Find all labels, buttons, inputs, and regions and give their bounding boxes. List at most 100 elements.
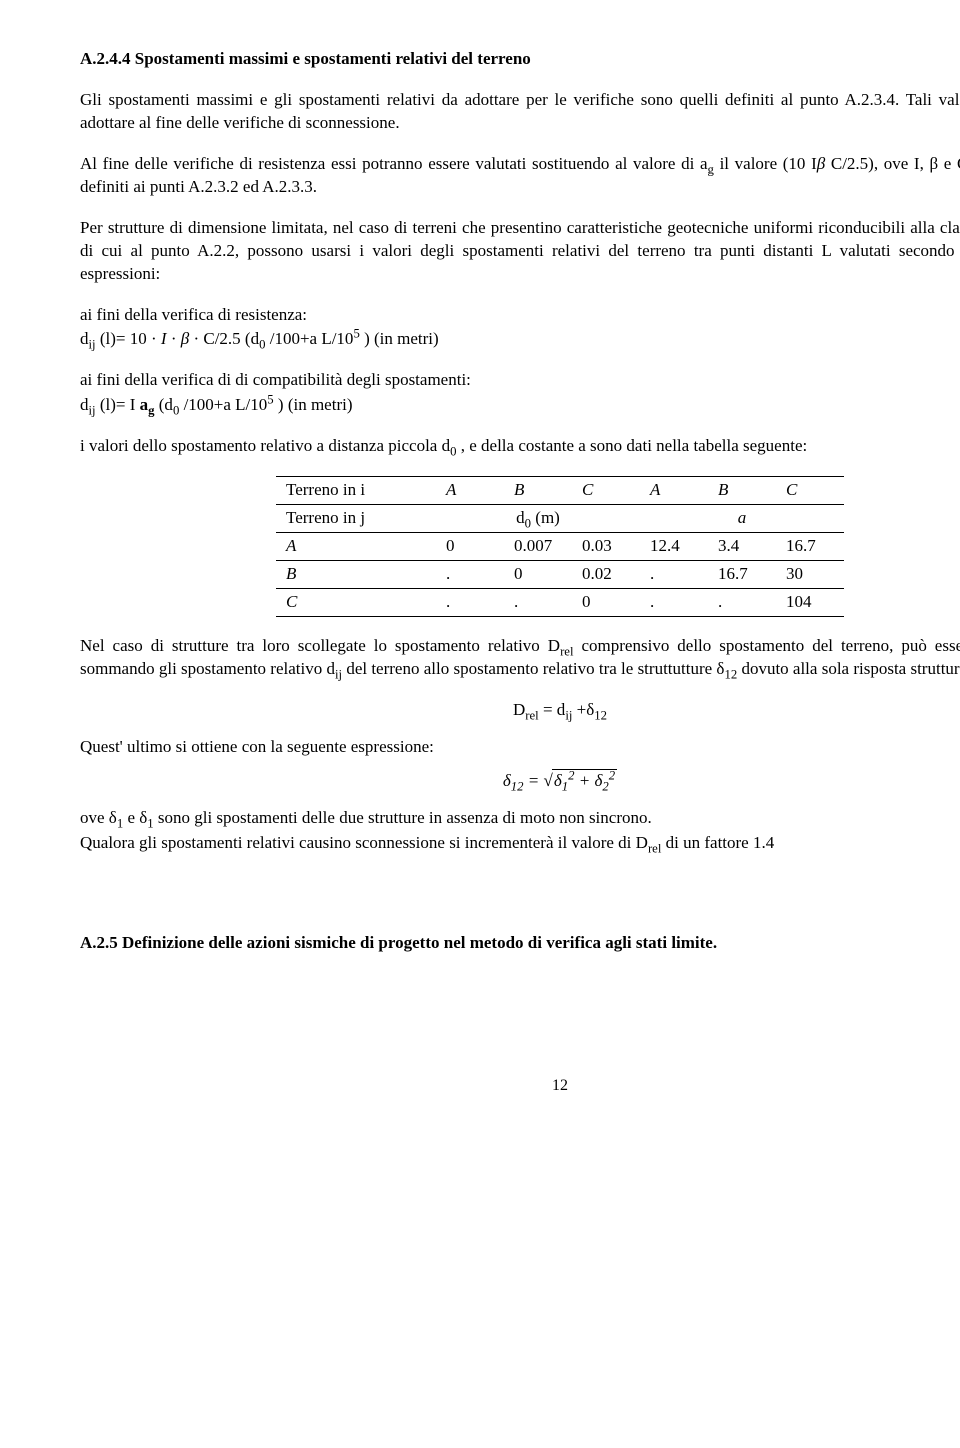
- text: /100+a L/10: [184, 395, 268, 414]
- table-cell: Terreno in j: [276, 505, 436, 533]
- subscript: ij: [89, 338, 96, 352]
- table-header: B: [504, 477, 572, 505]
- beta-symbol: β: [817, 154, 825, 173]
- text: di un fattore 1.4: [666, 833, 775, 852]
- subscript: 12: [724, 667, 737, 681]
- text: · C/2.5 (d: [193, 329, 259, 348]
- text: (m): [531, 508, 560, 527]
- text: Al fine delle verifiche di resistenza es…: [80, 154, 708, 173]
- table-cell: C: [276, 588, 436, 616]
- text: /100+a L/10: [270, 329, 354, 348]
- text: d: [516, 508, 525, 527]
- text: ) (in metri): [364, 329, 439, 348]
- text: Nel caso di strutture tra loro scollegat…: [80, 636, 560, 655]
- equation-drel: Drel = dij +δ12: [80, 699, 960, 722]
- table-cell: .: [504, 588, 572, 616]
- subscript: rel: [525, 708, 538, 722]
- paragraph: i valori dello spostamento relativo a di…: [80, 435, 960, 458]
- text: dovuto alla sola risposta strutturale.: [741, 659, 960, 678]
- subscript: 12: [511, 779, 524, 793]
- table-header-row-2: Terreno in j d0 (m) a: [276, 505, 844, 533]
- paragraph: ove δ1 e δ1 sono gli spostamenti delle d…: [80, 807, 960, 830]
- paragraph: Per strutture di dimensione limitata, ne…: [80, 217, 960, 286]
- text: (d: [159, 395, 173, 414]
- text: il valore (10 I: [720, 154, 817, 173]
- spacer: [80, 872, 960, 932]
- subscript: 1: [147, 816, 153, 830]
- table-cell: a: [640, 505, 844, 533]
- subscript: 1: [117, 816, 123, 830]
- beta-symbol: β: [181, 329, 189, 348]
- paragraph: Nel caso di strutture tra loro scollegat…: [80, 635, 960, 681]
- table-cell: B: [276, 561, 436, 589]
- sqrt-contents: δ12 + δ22: [552, 769, 617, 793]
- text: (l)= 10 ·: [100, 329, 161, 348]
- subscript: 0: [259, 338, 265, 352]
- table-header: C: [572, 477, 640, 505]
- text: Qualora gli spostamenti relativi causino…: [80, 833, 648, 852]
- text: = d: [543, 700, 565, 719]
- text: i valori dello spostamento relativo a di…: [80, 436, 450, 455]
- paragraph: Qualora gli spostamenti relativi causino…: [80, 832, 960, 855]
- paragraph: Gli spostamenti massimi e gli spostament…: [80, 89, 960, 135]
- text: del terreno allo spostamento relativo tr…: [346, 659, 724, 678]
- superscript: 5: [353, 327, 359, 341]
- delta-symbol: δ: [503, 771, 511, 790]
- line-resistenza: ai fini della verifica di resistenza:: [80, 304, 960, 327]
- text: ) (in metri): [278, 395, 353, 414]
- table-cell: 104: [776, 588, 844, 616]
- subscript: rel: [648, 841, 661, 855]
- superscript: 5: [267, 393, 273, 407]
- table-header: A: [640, 477, 708, 505]
- equation-delta12: δ12 = √δ12 + δ22: [80, 769, 960, 793]
- table-row: B . 0 0.02 . 16.7 30: [276, 561, 844, 589]
- subscript: rel: [560, 644, 573, 658]
- table-cell: d0 (m): [436, 505, 640, 533]
- table-cell: 16.7: [776, 533, 844, 561]
- table-cell: A: [276, 533, 436, 561]
- var-ag: a: [140, 395, 149, 414]
- equals: =: [528, 771, 544, 790]
- text: +δ: [577, 700, 595, 719]
- subscript: ij: [565, 708, 572, 722]
- table-cell: 0.007: [504, 533, 572, 561]
- table-cell: 0.02: [572, 561, 640, 589]
- delta-symbol: δ: [554, 771, 562, 790]
- text: , e della costante a sono dati nella tab…: [461, 436, 807, 455]
- table-row: C . . 0 . . 104: [276, 588, 844, 616]
- table-cell: 3.4: [708, 533, 776, 561]
- section-title-a25: A.2.5 Definizione delle azioni sismiche …: [80, 932, 960, 955]
- table-cell: Terreno in i: [276, 477, 436, 505]
- table-cell: 0: [436, 533, 504, 561]
- text: ·: [171, 329, 181, 348]
- paragraph: Al fine delle verifiche di resistenza es…: [80, 153, 960, 199]
- paragraph: Quest' ultimo si ottiene con la seguente…: [80, 736, 960, 759]
- table-cell: 0: [504, 561, 572, 589]
- page-number: 12: [80, 1075, 960, 1097]
- table-header: B: [708, 477, 776, 505]
- table-header-row-1: Terreno in i A B C A B C: [276, 477, 844, 505]
- subscript: 12: [594, 708, 607, 722]
- subscript: g: [708, 162, 714, 176]
- table-terreno: Terreno in i A B C A B C Terreno in j d0…: [276, 476, 844, 617]
- subscript: g: [148, 404, 154, 418]
- subscript: ij: [89, 404, 96, 418]
- table-cell: 12.4: [640, 533, 708, 561]
- subscript: ij: [335, 667, 342, 681]
- line-compat: ai fini della verifica di di compatibili…: [80, 369, 960, 392]
- table-cell: .: [436, 561, 504, 589]
- text: D: [513, 700, 525, 719]
- table-cell: 0.03: [572, 533, 640, 561]
- table-cell: .: [640, 561, 708, 589]
- text: d: [80, 395, 89, 414]
- text: e δ: [127, 808, 147, 827]
- equation-dij-resist: dij (l)= 10 · I · β · C/2.5 (d0 /100+a L…: [80, 328, 960, 351]
- table-header: A: [436, 477, 504, 505]
- superscript: 2: [609, 768, 615, 782]
- table-cell: 30: [776, 561, 844, 589]
- table-cell: .: [640, 588, 708, 616]
- table-cell: 16.7: [708, 561, 776, 589]
- equation-dij-compat: dij (l)= I ag (d0 /100+a L/105 ) (in met…: [80, 394, 960, 417]
- text: ove δ: [80, 808, 117, 827]
- superscript: 2: [568, 768, 574, 782]
